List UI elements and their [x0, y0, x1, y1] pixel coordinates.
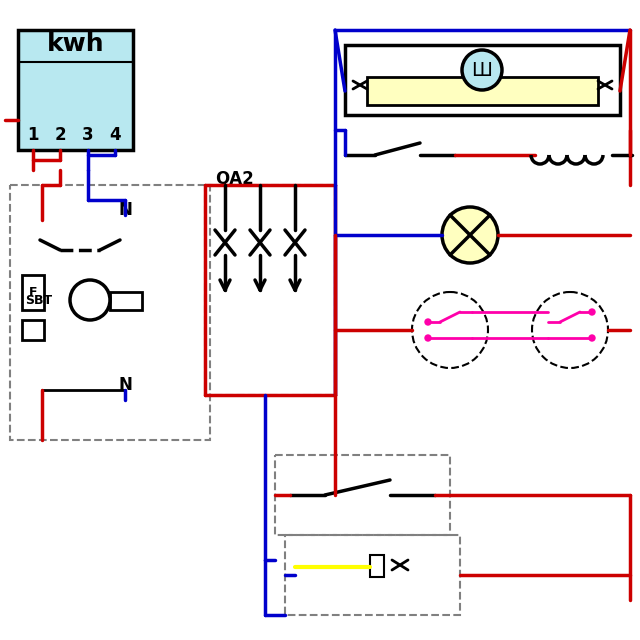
Bar	[275, 455, 450, 535]
Bar	[18, 30, 133, 150]
Bar	[110, 292, 142, 310]
Text: SBT: SBT	[25, 294, 52, 307]
Bar	[10, 185, 210, 440]
Circle shape	[589, 309, 595, 315]
Text: N: N	[118, 376, 132, 394]
Bar	[22, 320, 44, 340]
Text: 2: 2	[54, 126, 66, 144]
Circle shape	[425, 335, 431, 341]
Text: 4: 4	[109, 126, 121, 144]
Text: Ш: Ш	[472, 61, 493, 79]
Bar	[22, 275, 44, 310]
Bar	[370, 555, 384, 577]
Bar	[205, 185, 335, 395]
Text: F: F	[29, 285, 37, 298]
Circle shape	[442, 207, 498, 263]
Text: kwh: kwh	[47, 32, 104, 56]
Text: N: N	[118, 201, 132, 219]
Text: 1: 1	[28, 126, 39, 144]
Circle shape	[462, 50, 502, 90]
Bar	[285, 535, 460, 615]
Circle shape	[425, 319, 431, 325]
Text: QA2: QA2	[215, 169, 253, 187]
Bar	[367, 77, 598, 105]
Bar	[345, 45, 620, 115]
Circle shape	[589, 335, 595, 341]
Text: 3: 3	[82, 126, 94, 144]
